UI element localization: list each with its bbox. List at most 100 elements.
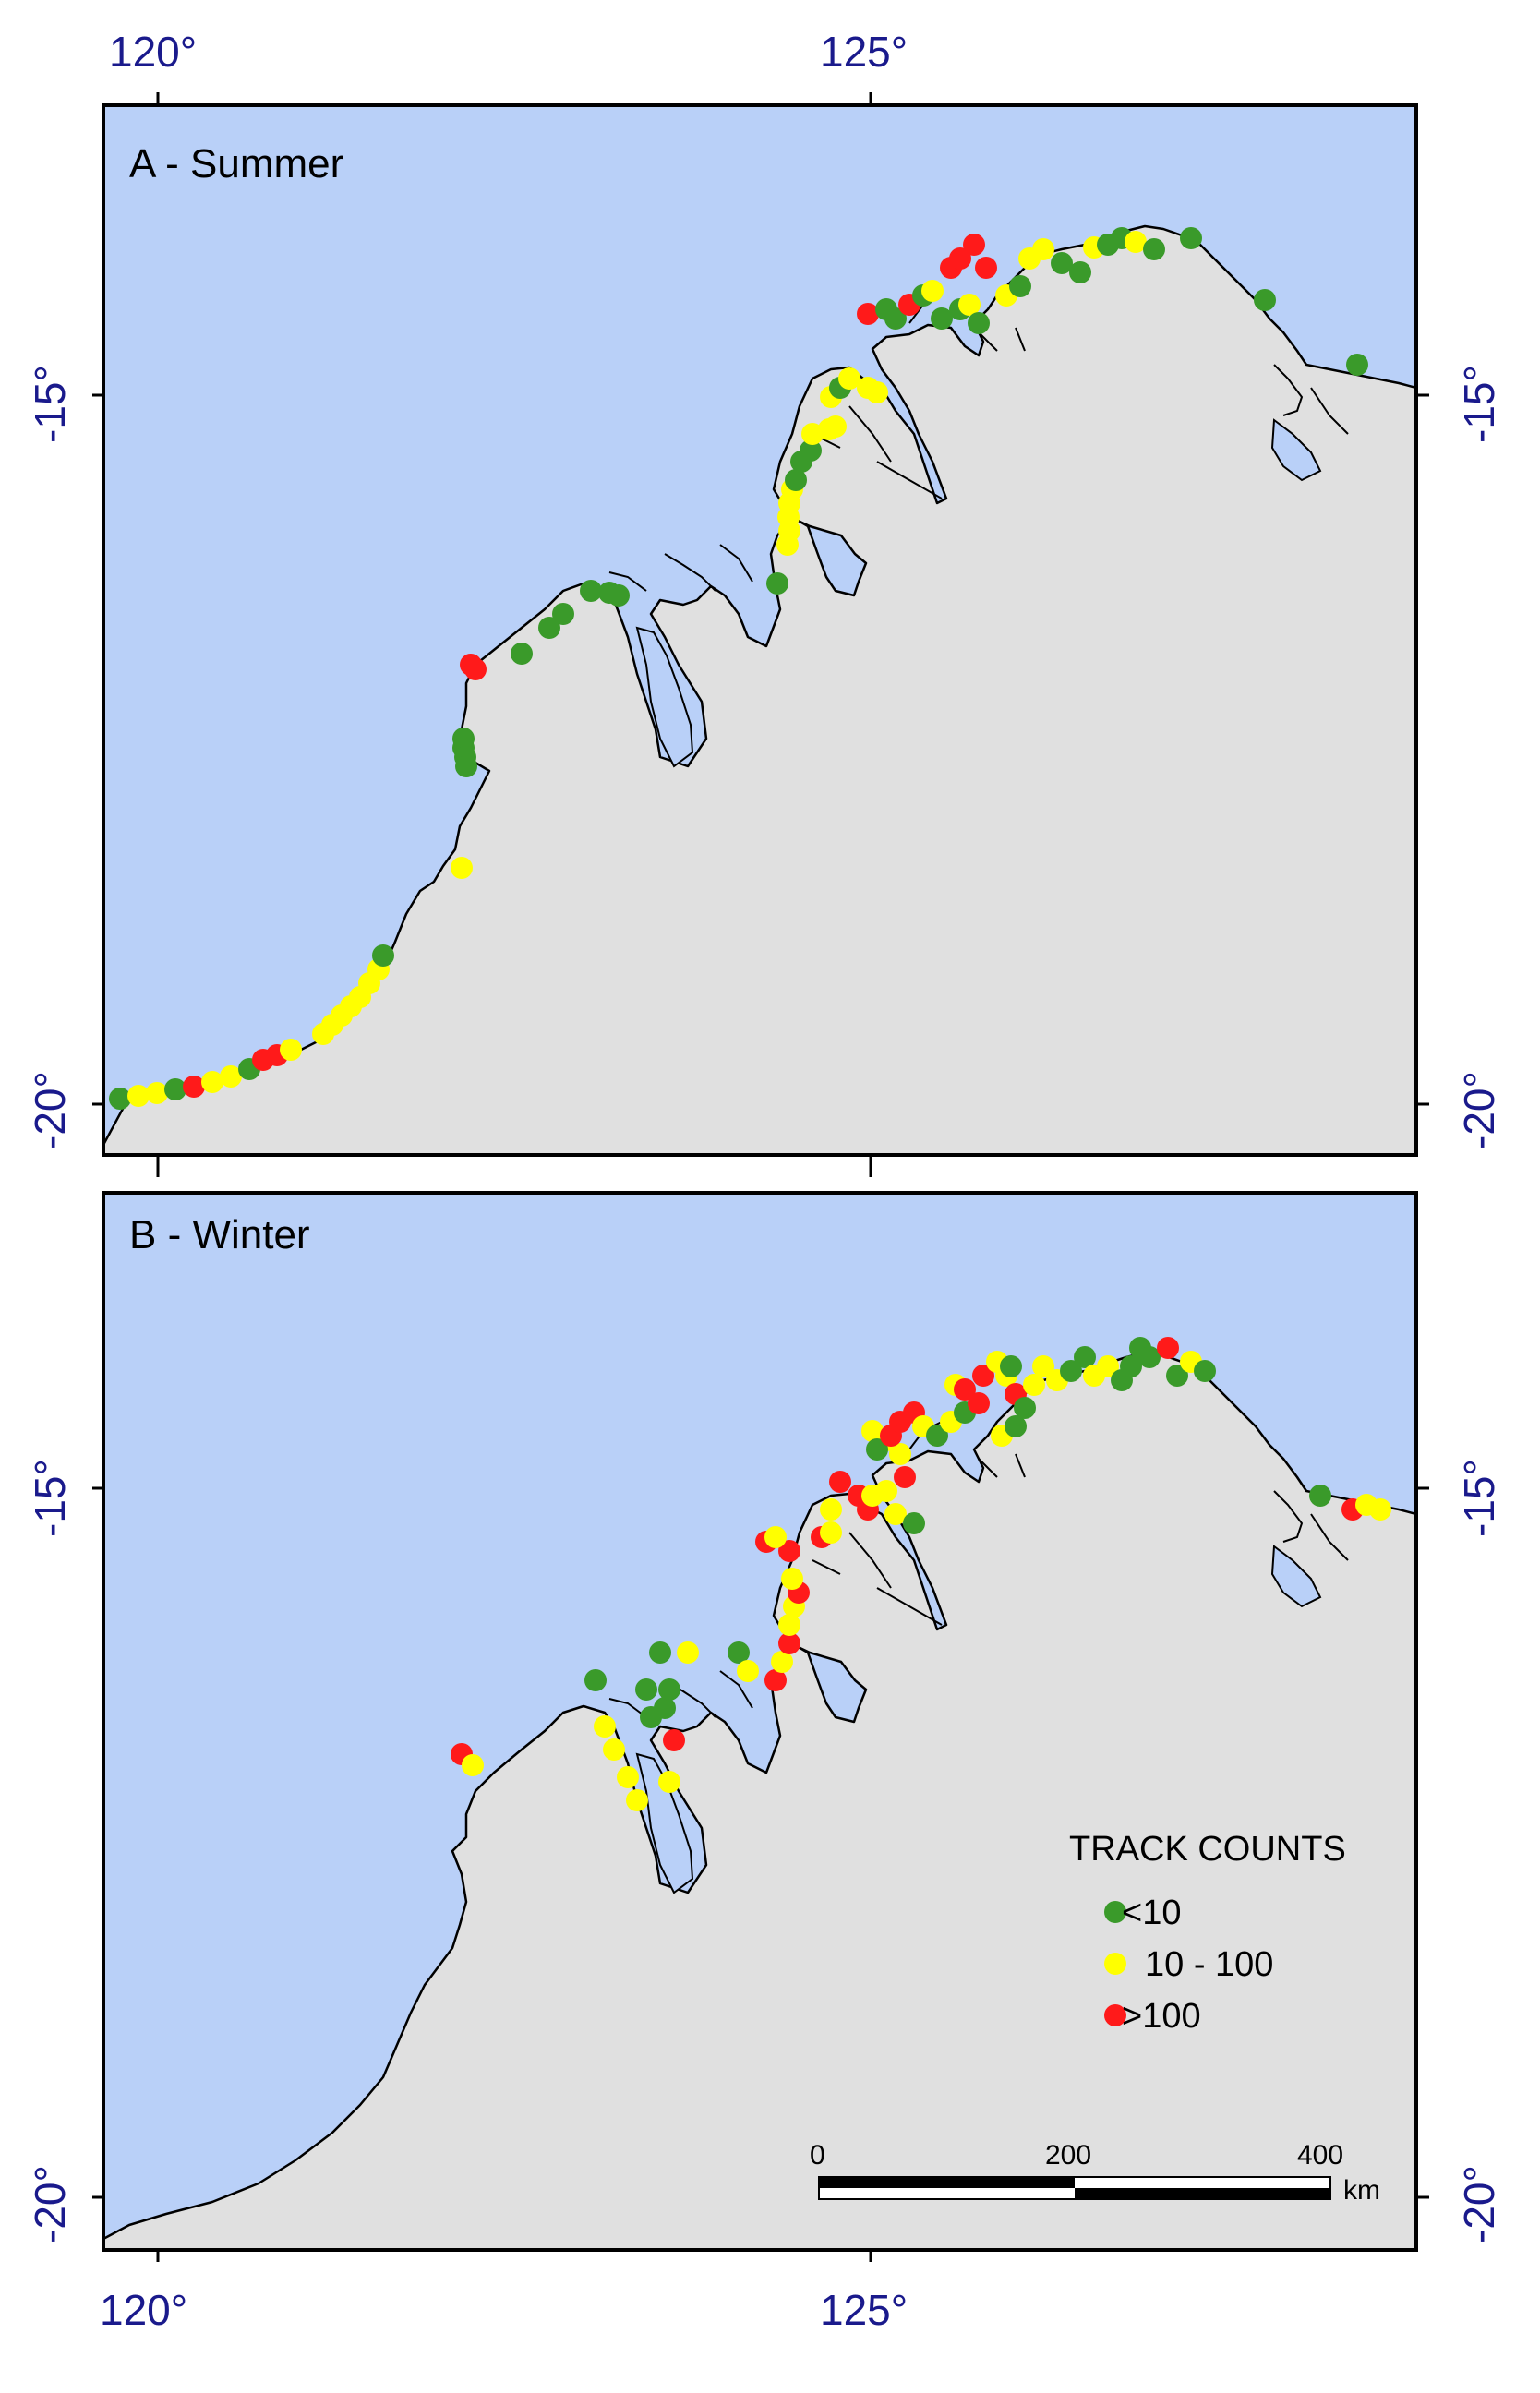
winter-track-dot (1194, 1360, 1216, 1382)
winter-track-dot (1005, 1415, 1027, 1437)
summer-track-dot (1069, 261, 1091, 283)
winter-track-dot (894, 1466, 916, 1488)
summer-track-dot (1346, 354, 1368, 376)
summer-track-dot (280, 1039, 302, 1061)
summer-inlet (1270, 418, 1322, 482)
winter-track-dot (968, 1392, 990, 1414)
winter-track-dot (820, 1521, 842, 1544)
winter-track-dot (972, 1365, 994, 1387)
winter-track-dot (584, 1669, 607, 1691)
winter-track-dot (1023, 1374, 1045, 1396)
summer-track-dot (884, 307, 907, 330)
summer-track-dot (968, 312, 990, 334)
winter-frame (102, 1191, 1418, 2252)
summer-track-dot (455, 755, 477, 777)
scale-unit: km (1343, 2175, 1380, 2206)
summer-track-dot (127, 1085, 150, 1107)
winter-track-dot (1097, 1355, 1119, 1377)
summer-track-dot (372, 944, 394, 967)
winter-track-dot (658, 1771, 680, 1793)
winter-track-dot (778, 1632, 800, 1654)
winter-track-dot (1309, 1485, 1331, 1507)
winter-track-dot (861, 1420, 884, 1442)
summer-track-dot (931, 307, 953, 330)
winter-track-dot (635, 1678, 657, 1701)
track-dots (109, 227, 1391, 1811)
winter-track-dot (926, 1425, 948, 1447)
winter-panel-label: B - Winter (129, 1212, 310, 1257)
summer-track-dot (958, 294, 981, 316)
winter-track-dot (778, 1614, 800, 1636)
legend-swatch-mid (1104, 1953, 1126, 1975)
winter-track-dot (603, 1738, 625, 1761)
lat-label-left-a20: -20° (26, 1071, 74, 1149)
summer-panel: A - Summer (102, 103, 1418, 1157)
winter-track-dot (728, 1641, 750, 1664)
lat-label-left-b20: -20° (26, 2165, 74, 2243)
legend-swatch-low (1104, 1901, 1126, 1923)
summer-track-dot (824, 415, 847, 438)
summer-track-dot (164, 1078, 186, 1100)
winter-track-dot (626, 1789, 648, 1811)
winter-track-dot (737, 1660, 759, 1682)
summer-track-dot (1051, 252, 1073, 274)
summer-track-dot (838, 367, 860, 390)
legend-swatch-high (1104, 2004, 1126, 2026)
legend-label-high: >100 (1122, 1997, 1201, 2036)
legend: TRACK COUNTS <10 10 - 100 >100 (1069, 1830, 1346, 2036)
legend-label-low: <10 (1122, 1894, 1181, 1932)
summer-track-dot (220, 1065, 242, 1088)
lon-label-bottom-125: 125° (820, 2286, 908, 2334)
axis-labels: 120° 125° 120° 125° -15° -20° -15° -20° (26, 28, 1503, 2334)
summer-track-dot (963, 234, 985, 256)
summer-panel-label: A - Summer (129, 141, 343, 186)
lat-label-right-b20: -20° (1455, 2165, 1503, 2243)
summer-bay (635, 626, 694, 768)
winter-track-dot (654, 1697, 676, 1719)
winter-track-dot (1369, 1498, 1391, 1521)
summer-track-dot (766, 572, 788, 595)
winter-track-dot (903, 1512, 925, 1534)
winter-track-dot (1157, 1337, 1179, 1359)
summer-track-dot (201, 1071, 223, 1093)
summer-track-dot (1125, 231, 1147, 253)
scale-tick-400: 400 (1297, 2140, 1343, 2171)
winter-track-dot (875, 1480, 897, 1502)
winter-track-dot (594, 1715, 616, 1738)
winter-track-dot (649, 1641, 671, 1664)
lat-label-left-b15: -15° (26, 1459, 74, 1537)
summer-track-dot (1009, 275, 1031, 297)
winter-track-dot (764, 1526, 787, 1548)
summer-track-dot (866, 381, 888, 403)
summer-track-dot (1143, 238, 1165, 260)
summer-track-dot (975, 257, 997, 279)
winter-track-dot (1166, 1365, 1188, 1387)
winter-track-dot (1060, 1360, 1082, 1382)
summer-track-dot (801, 423, 824, 445)
summer-track-dot (451, 857, 473, 879)
winter-coastline-detail (608, 1421, 1349, 1718)
winter-track-dot (1000, 1355, 1022, 1377)
winter-track-dot (1074, 1346, 1096, 1368)
summer-track-dot (785, 469, 807, 491)
summer-track-dot (109, 1088, 131, 1110)
axis-ticks (92, 92, 1429, 2262)
lat-label-right-a15: -15° (1455, 365, 1503, 443)
winter-track-dot (1032, 1355, 1054, 1377)
summer-track-dot (949, 247, 971, 270)
summer-track-dot (608, 584, 630, 607)
winter-track-dot (781, 1568, 803, 1590)
winter-track-dot (778, 1540, 800, 1562)
summer-track-dot (552, 603, 574, 625)
summer-track-dot (857, 303, 879, 325)
winter-track-dot (889, 1443, 911, 1465)
winter-track-dot (884, 1503, 907, 1525)
scale-tick-200: 200 (1045, 2140, 1091, 2171)
winter-track-dot (764, 1669, 787, 1691)
summer-track-dot (146, 1082, 168, 1104)
scale-tick-0: 0 (810, 2140, 825, 2171)
scale-bar: 0 200 400 km (810, 2140, 1380, 2206)
legend-label-mid: 10 - 100 (1145, 1945, 1273, 1984)
lat-label-right-a20: -20° (1455, 1071, 1503, 1149)
